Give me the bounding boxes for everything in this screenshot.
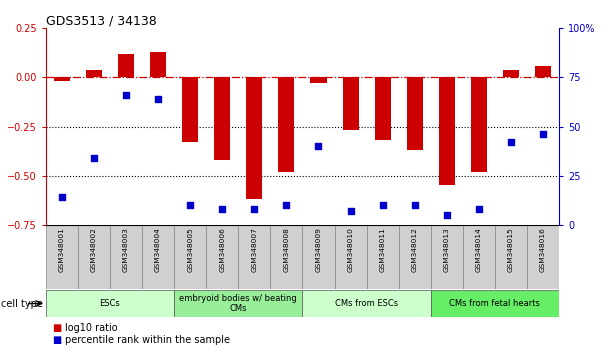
Text: embryoid bodies w/ beating
CMs: embryoid bodies w/ beating CMs bbox=[180, 294, 297, 313]
Bar bbox=[118, 54, 134, 78]
Bar bbox=[150, 52, 166, 78]
Bar bbox=[182, 78, 198, 142]
Point bbox=[346, 208, 356, 214]
Point bbox=[249, 206, 259, 212]
Bar bbox=[335, 225, 367, 289]
Bar bbox=[439, 78, 455, 185]
Text: GSM348015: GSM348015 bbox=[508, 227, 514, 272]
Text: GSM348011: GSM348011 bbox=[379, 227, 386, 272]
Bar bbox=[214, 78, 230, 160]
Bar bbox=[527, 225, 559, 289]
Bar bbox=[407, 78, 423, 150]
Bar bbox=[78, 225, 110, 289]
Point bbox=[538, 132, 548, 137]
Bar bbox=[270, 225, 302, 289]
Text: GSM348007: GSM348007 bbox=[251, 227, 257, 272]
Text: GSM348012: GSM348012 bbox=[412, 227, 418, 272]
Text: GSM348013: GSM348013 bbox=[444, 227, 450, 272]
Bar bbox=[367, 225, 398, 289]
Bar bbox=[46, 225, 78, 289]
Bar bbox=[302, 290, 431, 317]
Point bbox=[57, 194, 67, 200]
Text: ESCs: ESCs bbox=[100, 299, 120, 308]
Text: log10 ratio: log10 ratio bbox=[65, 323, 118, 333]
Bar bbox=[206, 225, 238, 289]
Point bbox=[410, 202, 420, 208]
Point bbox=[153, 96, 163, 102]
Bar bbox=[503, 70, 519, 78]
Bar bbox=[343, 78, 359, 131]
Point bbox=[506, 139, 516, 145]
Point bbox=[313, 143, 323, 149]
Text: ■: ■ bbox=[52, 335, 61, 345]
Point bbox=[282, 202, 291, 208]
Text: GSM348009: GSM348009 bbox=[315, 227, 321, 272]
Text: GDS3513 / 34138: GDS3513 / 34138 bbox=[46, 14, 156, 27]
Text: GSM348016: GSM348016 bbox=[540, 227, 546, 272]
Point bbox=[185, 202, 195, 208]
Bar bbox=[246, 78, 262, 199]
Bar bbox=[310, 78, 326, 83]
Bar bbox=[375, 78, 390, 140]
Bar bbox=[54, 78, 70, 81]
Bar bbox=[431, 290, 559, 317]
Text: GSM348002: GSM348002 bbox=[91, 227, 97, 272]
Point bbox=[378, 202, 387, 208]
Text: GSM348004: GSM348004 bbox=[155, 227, 161, 272]
Text: CMs from ESCs: CMs from ESCs bbox=[335, 299, 398, 308]
Text: GSM348014: GSM348014 bbox=[476, 227, 482, 272]
Point bbox=[89, 155, 99, 161]
Bar bbox=[302, 225, 335, 289]
Bar bbox=[431, 225, 463, 289]
Bar bbox=[399, 225, 431, 289]
Text: GSM348010: GSM348010 bbox=[348, 227, 354, 272]
Bar bbox=[535, 65, 551, 78]
Bar bbox=[86, 70, 102, 78]
Bar bbox=[110, 225, 142, 289]
Point bbox=[442, 212, 452, 218]
Text: cell type: cell type bbox=[1, 298, 43, 309]
Bar bbox=[463, 225, 495, 289]
Text: GSM348005: GSM348005 bbox=[187, 227, 193, 272]
Bar bbox=[279, 78, 295, 172]
Bar bbox=[174, 290, 302, 317]
Text: ■: ■ bbox=[52, 323, 61, 333]
Text: GSM348003: GSM348003 bbox=[123, 227, 129, 272]
Bar bbox=[142, 225, 174, 289]
Text: percentile rank within the sample: percentile rank within the sample bbox=[65, 335, 230, 345]
Bar bbox=[495, 225, 527, 289]
Point bbox=[474, 206, 484, 212]
Bar bbox=[46, 290, 174, 317]
Bar bbox=[174, 225, 206, 289]
Bar bbox=[471, 78, 487, 172]
Point bbox=[121, 92, 131, 98]
Text: GSM348006: GSM348006 bbox=[219, 227, 225, 272]
Text: CMs from fetal hearts: CMs from fetal hearts bbox=[450, 299, 540, 308]
Text: GSM348001: GSM348001 bbox=[59, 227, 65, 272]
Bar bbox=[238, 225, 270, 289]
Text: GSM348008: GSM348008 bbox=[284, 227, 290, 272]
Point bbox=[218, 206, 227, 212]
